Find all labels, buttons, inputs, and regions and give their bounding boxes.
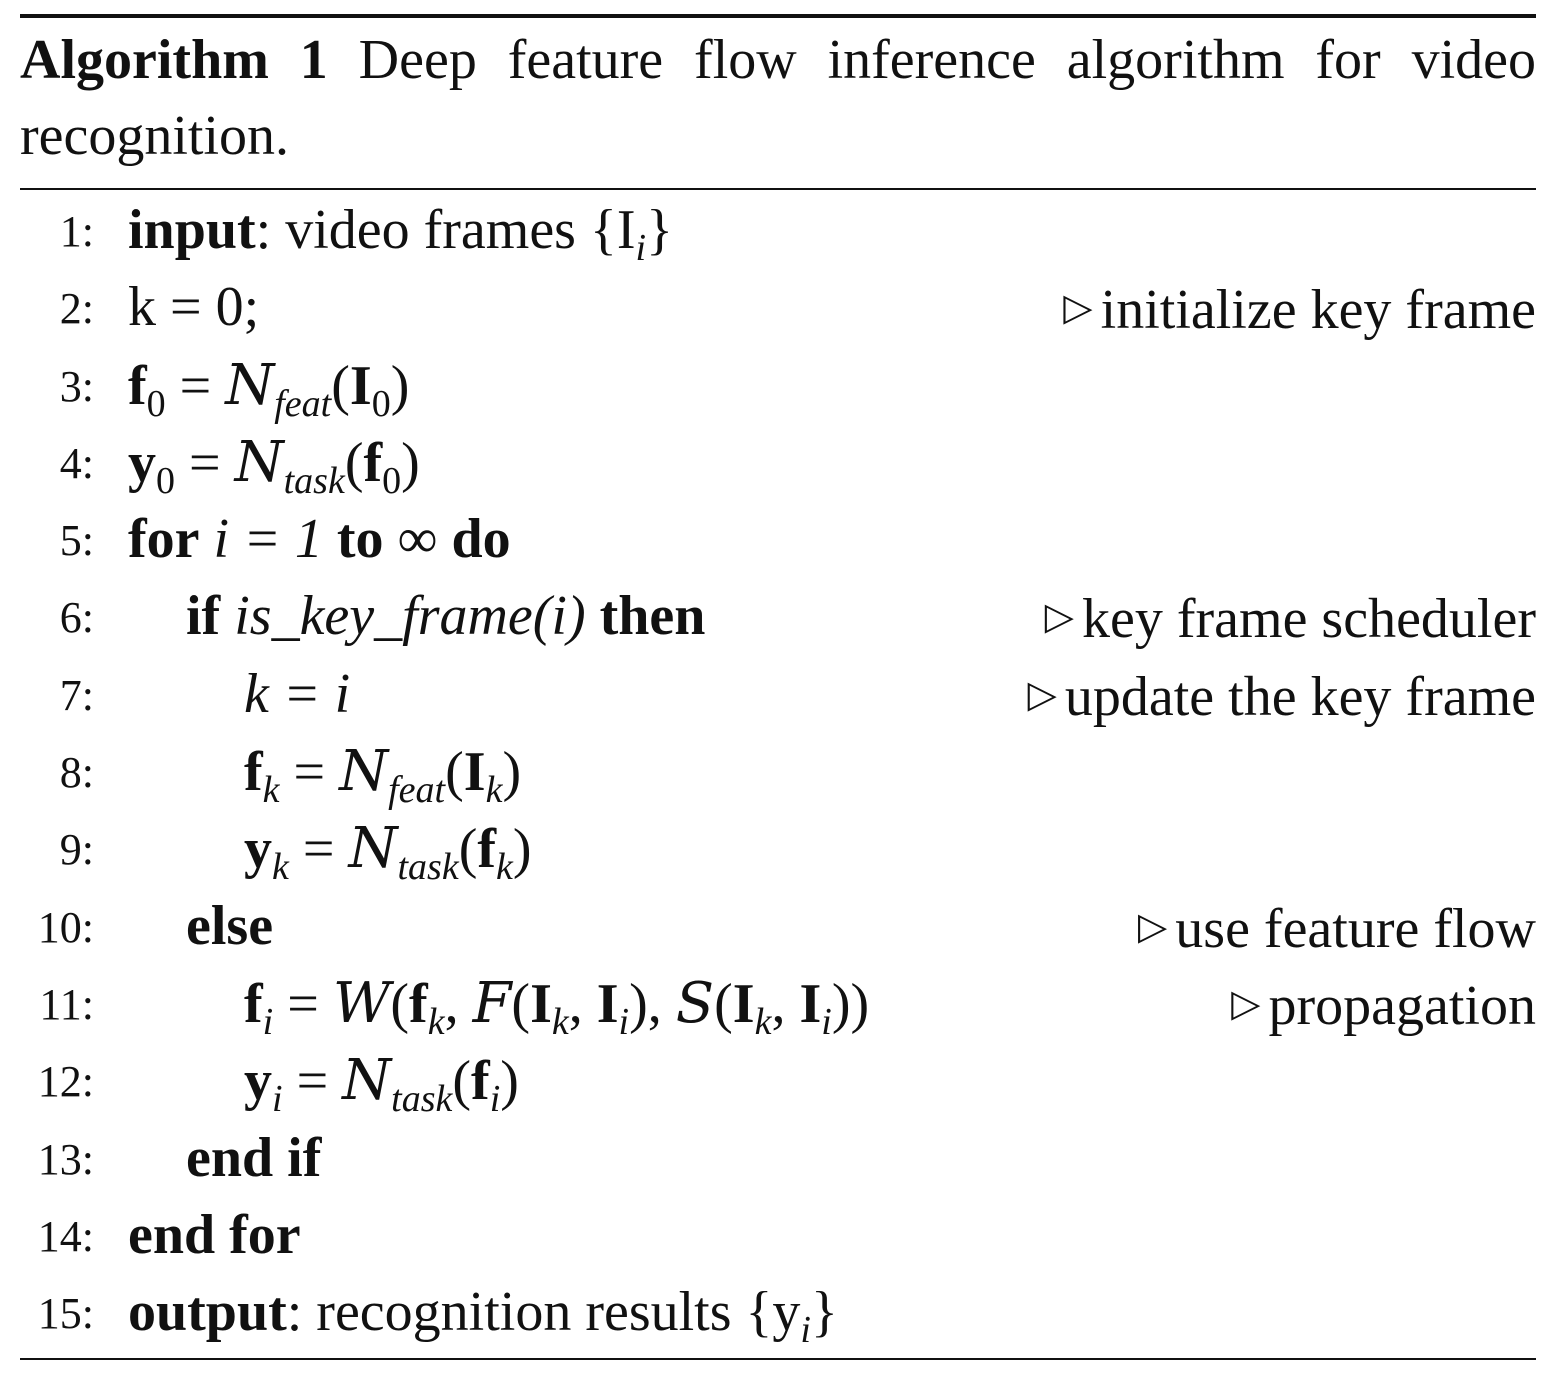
line-12: 12: yi = Ntask(fi)	[20, 1042, 1536, 1119]
algorithm-block: Algorithm 1 Deep feature flow inference …	[20, 14, 1536, 1360]
line-15: 15: output: recognition results {yi}	[20, 1274, 1536, 1351]
line-content: fi = W(fk, F(Ik, Ii), S(Ik, Ii))	[244, 970, 870, 1043]
line-14: 14: end for	[20, 1197, 1536, 1274]
bottom-rule	[20, 1358, 1536, 1360]
line-number: 7:	[59, 670, 94, 720]
line-number: 2:	[59, 284, 94, 334]
line-content: else	[186, 894, 274, 957]
caption-rule	[20, 188, 1536, 190]
line-8: 8: fk = Nfeat(Ik)	[20, 733, 1536, 810]
line-number: 6:	[59, 593, 94, 643]
line-content: f0 = Nfeat(I0)	[128, 352, 410, 425]
line-comment: ▷ use feature flow	[1138, 897, 1536, 960]
line-comment: ▷ update the key frame	[1027, 665, 1536, 728]
comment-triangle-icon: ▷	[1063, 285, 1093, 330]
line-content: end if	[186, 1126, 322, 1189]
comment-triangle-icon: ▷	[1231, 980, 1261, 1025]
line-number: 3:	[59, 361, 94, 411]
line-comment: ▷ initialize key frame	[1063, 279, 1536, 342]
line-content: fk = Nfeat(Ik)	[244, 739, 522, 812]
line-comment: ▷ propagation	[1231, 974, 1536, 1037]
line-3: 3: f0 = Nfeat(I0)	[20, 347, 1536, 424]
line-number: 4:	[59, 438, 94, 488]
line-content: k = 0;	[128, 276, 260, 339]
line-number: 14:	[37, 1211, 94, 1261]
line-content: output: recognition results {yi}	[128, 1281, 838, 1352]
line-number: 1:	[59, 207, 94, 256]
line-number: 8:	[59, 748, 94, 798]
top-rule	[20, 14, 1536, 18]
comment-triangle-icon: ▷	[1138, 903, 1168, 948]
line-5: 5: for i = 1 to ∞ do	[20, 501, 1536, 578]
comment-triangle-icon: ▷	[1044, 594, 1074, 639]
algorithm-caption: Algorithm 1 Deep feature flow inference …	[20, 22, 1536, 174]
line-content: if is_key_frame(i) then	[186, 585, 706, 648]
line-6: 6: if is_key_frame(i) then ▷ key frame sc…	[20, 578, 1536, 655]
line-4: 4: y0 = Ntask(f0)	[20, 424, 1536, 501]
caption-text: Deep feature flow inference algorithm fo…	[20, 29, 1537, 167]
line-content: yk = Ntask(fk)	[244, 816, 532, 889]
line-content: yi = Ntask(fi)	[244, 1048, 519, 1121]
line-comment: ▷ key frame scheduler	[1044, 588, 1536, 651]
line-number: 13:	[37, 1134, 94, 1184]
line-number: 12:	[37, 1057, 94, 1107]
line-10: 10: else ▷ use feature flow	[20, 888, 1536, 965]
algorithm-lines: 1: input: video frames {Ii} 2: k = 0; ▷ i…	[20, 192, 1536, 1351]
line-content: end for	[128, 1203, 301, 1266]
line-content: k = i	[244, 662, 351, 725]
line-content: y0 = Ntask(f0)	[128, 429, 420, 502]
line-number: 9:	[59, 825, 94, 875]
line-9: 9: yk = Ntask(fk)	[20, 810, 1536, 887]
line-2: 2: k = 0; ▷ initialize key frame	[20, 269, 1536, 346]
line-content: input: video frames {Ii}	[128, 199, 673, 269]
line-number: 11:	[39, 979, 94, 1029]
caption-label: Algorithm 1	[20, 29, 328, 91]
line-number: 5:	[59, 516, 94, 566]
line-1: 1: input: video frames {Ii}	[20, 192, 1536, 269]
line-number: 10:	[37, 902, 94, 952]
line-number: 15:	[37, 1289, 94, 1339]
line-13: 13: end if	[20, 1120, 1536, 1197]
line-11: 11: fi = W(fk, F(Ik, Ii), S(Ik, Ii)) ▷ prop…	[20, 965, 1536, 1042]
line-content: for i = 1 to ∞ do	[128, 508, 511, 571]
line-7: 7: k = i ▷ update the key frame	[20, 656, 1536, 733]
comment-triangle-icon: ▷	[1027, 671, 1057, 716]
